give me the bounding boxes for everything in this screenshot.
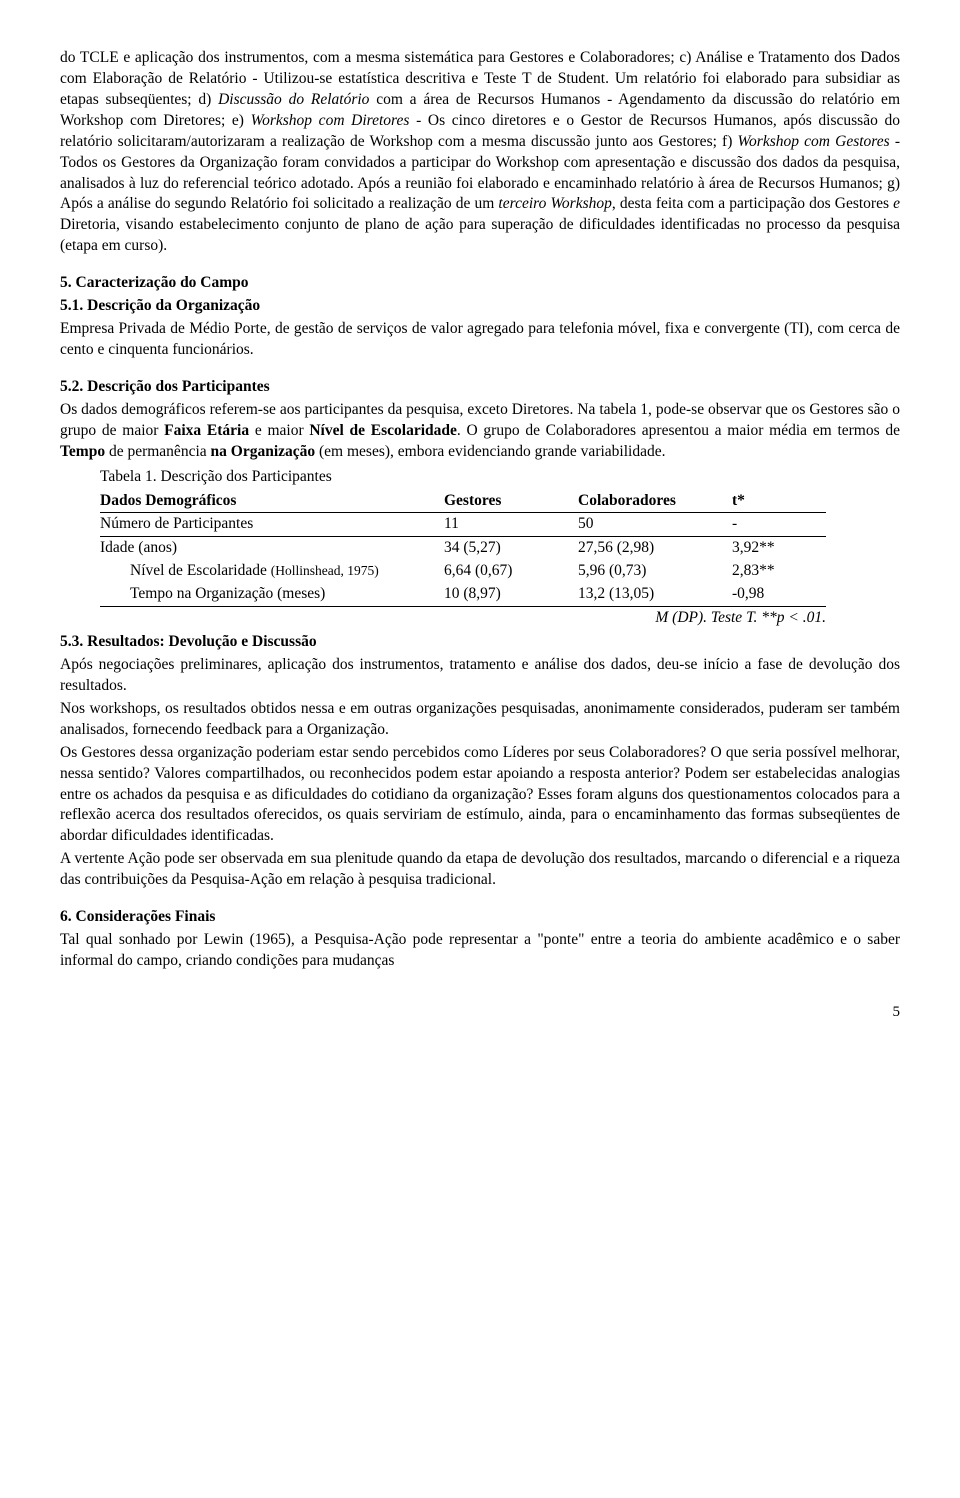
text-run: , desta feita com a participação dos Ges… bbox=[612, 195, 893, 212]
table-1-wrap: Tabela 1. Descrição dos Participantes Da… bbox=[100, 467, 900, 630]
cell-c: 50 bbox=[578, 513, 732, 537]
section-6-heading: 6. Considerações Finais bbox=[60, 907, 900, 928]
p-5-1: Empresa Privada de Médio Porte, de gestã… bbox=[60, 319, 900, 361]
text-run-italic: terceiro Workshop bbox=[498, 195, 611, 212]
cell-g: 10 (8,97) bbox=[444, 583, 578, 606]
text-run: Diretoria, visando estabelecimento conju… bbox=[60, 216, 900, 254]
text-run-italic: Workshop com Gestores bbox=[738, 133, 890, 150]
text-run-bold: na Organização bbox=[211, 443, 316, 460]
cell-t: -0,98 bbox=[732, 583, 826, 606]
p-5-3a: Após negociações preliminares, aplicação… bbox=[60, 655, 900, 697]
table-row: Número de Participantes 11 50 - bbox=[100, 513, 826, 537]
participants-table: Dados Demográficos Gestores Colaboradore… bbox=[100, 490, 826, 631]
page-number: 5 bbox=[60, 1002, 900, 1022]
text-run: Nível de Escolaridade bbox=[130, 562, 271, 579]
text-run: . O grupo de Colaboradores apresentou a … bbox=[457, 422, 900, 439]
text-run: e maior bbox=[249, 422, 309, 439]
cell-g: 34 (5,27) bbox=[444, 537, 578, 560]
table-row: Nível de Escolaridade (Hollinshead, 1975… bbox=[100, 560, 826, 583]
th-gestores: Gestores bbox=[444, 490, 578, 513]
table-row: Tempo na Organização (meses) 10 (8,97) 1… bbox=[100, 583, 826, 606]
cell-label: Tempo na Organização (meses) bbox=[100, 583, 444, 606]
text-run-bold: Faixa Etária bbox=[164, 422, 249, 439]
text-run-bold: Nível de Escolaridade bbox=[309, 422, 457, 439]
section-5-3-heading: 5.3. Resultados: Devolução e Discussão bbox=[60, 632, 900, 653]
cell-label: Nível de Escolaridade (Hollinshead, 1975… bbox=[100, 560, 444, 583]
cell-t: - bbox=[732, 513, 826, 537]
text-run: de permanência bbox=[105, 443, 210, 460]
body-paragraph-1: do TCLE e aplicação dos instrumentos, co… bbox=[60, 48, 900, 257]
text-run-italic: e bbox=[893, 195, 900, 212]
table-caption: Tabela 1. Descrição dos Participantes bbox=[100, 467, 900, 488]
text-run: (em meses), embora evidenciando grande v… bbox=[315, 443, 665, 460]
table-header-row: Dados Demográficos Gestores Colaboradore… bbox=[100, 490, 826, 513]
text-run-italic: Discussão do Relatório bbox=[218, 91, 369, 108]
th-demographics: Dados Demográficos bbox=[100, 490, 444, 513]
th-t: t* bbox=[732, 490, 826, 513]
table-footnote: M (DP). Teste T. **p < .01. bbox=[100, 607, 826, 630]
cell-c: 13,2 (13,05) bbox=[578, 583, 732, 606]
th-colaboradores: Colaboradores bbox=[578, 490, 732, 513]
text-run-italic: Workshop com Diretores bbox=[251, 112, 410, 129]
table-footnote-row: M (DP). Teste T. **p < .01. bbox=[100, 607, 826, 630]
cell-c: 5,96 (0,73) bbox=[578, 560, 732, 583]
p-5-3c: Os Gestores dessa organização poderiam e… bbox=[60, 743, 900, 848]
text-run-bold: Tempo bbox=[60, 443, 105, 460]
section-5-2-heading: 5.2. Descrição dos Participantes bbox=[60, 377, 900, 398]
p-6: Tal qual sonhado por Lewin (1965), a Pes… bbox=[60, 930, 900, 972]
p-5-3d: A vertente Ação pode ser observada em su… bbox=[60, 849, 900, 891]
cell-g: 6,64 (0,67) bbox=[444, 560, 578, 583]
text-run-small: (Hollinshead, 1975) bbox=[271, 563, 379, 578]
cell-t: 3,92** bbox=[732, 537, 826, 560]
table-row: Idade (anos) 34 (5,27) 27,56 (2,98) 3,92… bbox=[100, 537, 826, 560]
section-5-heading: 5. Caracterização do Campo bbox=[60, 273, 900, 294]
cell-g: 11 bbox=[444, 513, 578, 537]
cell-label: Número de Participantes bbox=[100, 513, 444, 537]
cell-c: 27,56 (2,98) bbox=[578, 537, 732, 560]
cell-t: 2,83** bbox=[732, 560, 826, 583]
p-5-2: Os dados demográficos referem-se aos par… bbox=[60, 400, 900, 463]
section-5-1-heading: 5.1. Descrição da Organização bbox=[60, 296, 900, 317]
cell-label: Idade (anos) bbox=[100, 537, 444, 560]
p-5-3b: Nos workshops, os resultados obtidos nes… bbox=[60, 699, 900, 741]
